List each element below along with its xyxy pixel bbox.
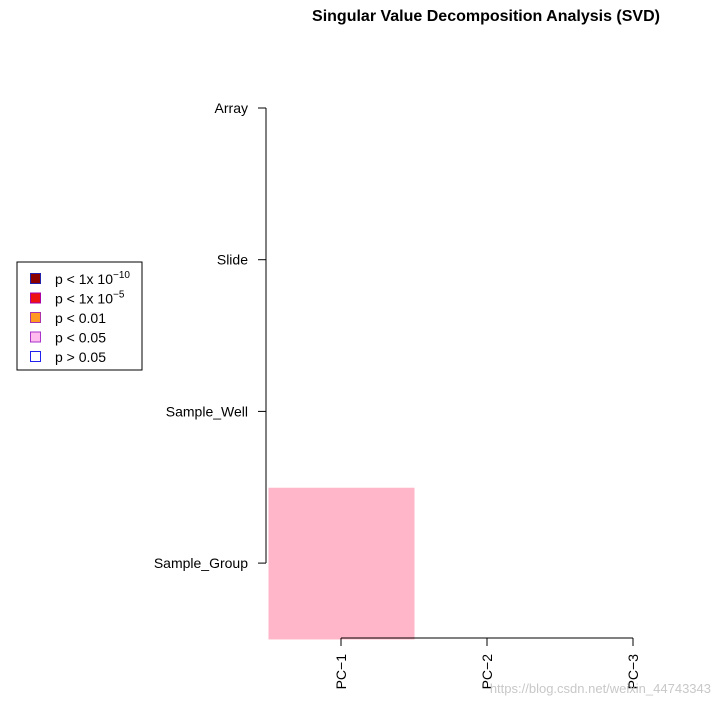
x-tick-label: PC−2 [479, 654, 495, 690]
chart-title: Singular Value Decomposition Analysis (S… [312, 8, 660, 25]
legend-label: p < 0.01 [55, 310, 106, 326]
legend-swatch [30, 312, 41, 323]
y-tick-label: Slide [217, 252, 248, 268]
y-tick-label: Sample_Well [166, 403, 248, 419]
legend-label: p < 1x 10−5 [55, 290, 125, 307]
y-tick-label: Array [215, 100, 248, 116]
x-tick-label: PC−3 [625, 654, 641, 690]
legend-label: p > 0.05 [55, 349, 106, 365]
x-axis-ticks: PC−1 PC−2 PC−3 [333, 638, 641, 689]
y-axis-ticks: Array Slide Sample_Well Sample_Group [154, 100, 266, 571]
legend: p < 1x 10−10 p < 1x 10−5 p < 0.01 p < 0.05 p… [16, 261, 143, 371]
heatmap-cell [268, 487, 415, 640]
legend-swatch [30, 273, 41, 284]
y-tick-label: Sample_Group [154, 555, 248, 571]
heatmap-cells [268, 487, 415, 640]
legend-label: p < 0.05 [55, 330, 106, 346]
legend-label: p < 1x 10−10 [55, 270, 130, 287]
legend-swatch [30, 351, 41, 362]
watermark-text: https://blog.csdn.net/weixin_44743343 [490, 681, 711, 696]
x-tick-label: PC−1 [333, 654, 349, 690]
legend-swatch [30, 331, 41, 343]
legend-swatch [30, 292, 41, 304]
